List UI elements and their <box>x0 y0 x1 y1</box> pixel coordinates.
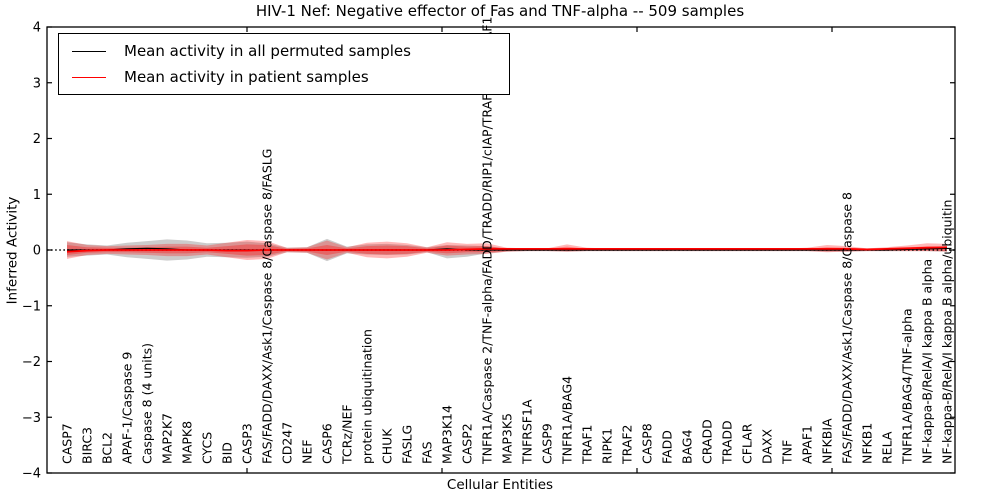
x-category-label: TRAF2 <box>620 424 635 465</box>
legend-label-patient: Mean activity in patient samples <box>124 68 369 86</box>
x-category-label: CASP2 <box>460 423 475 464</box>
x-category-label: BAG4 <box>680 429 695 464</box>
x-category-label: BIRC3 <box>80 427 95 464</box>
x-category-label: CFLAR <box>740 423 755 464</box>
x-category-label: CASP9 <box>540 423 555 464</box>
x-category-label: protein ubiquitination <box>360 329 375 464</box>
chart-title: HIV-1 Nef: Negative effector of Fas and … <box>255 2 745 20</box>
legend: Mean activity in all permuted samples Me… <box>58 33 510 95</box>
x-category-label: CYCS <box>200 432 215 464</box>
y-tick-label: −1 <box>22 299 41 314</box>
y-tick-label: 1 <box>33 188 41 203</box>
x-category-label: TNFR1A/BAG4 <box>560 376 575 465</box>
x-category-label: FASLG <box>400 425 415 464</box>
x-category-label: MAP3K14 <box>440 405 455 464</box>
x-category-label: NFKB1 <box>860 423 875 464</box>
x-category-label: BID <box>220 442 235 464</box>
legend-item-permuted: Mean activity in all permuted samples <box>72 42 509 60</box>
x-category-label: DAXX <box>760 428 775 464</box>
permuted-line-swatch <box>72 50 106 52</box>
x-category-label: CASP8 <box>640 423 655 464</box>
x-category-label: CD247 <box>280 422 295 464</box>
y-tick-label: 4 <box>33 21 41 36</box>
x-category-label: TRAF1 <box>580 424 595 465</box>
y-tick-label: −2 <box>22 355 41 370</box>
x-category-label: TNFR1A/Caspase 2/TNF-alpha/FADD/TRADD/RI… <box>480 17 495 465</box>
x-category-label: FAS <box>420 441 435 464</box>
x-category-label: CRADD <box>700 419 715 464</box>
x-category-label: NFKBIA <box>820 418 835 464</box>
x-category-label: MAPK8 <box>180 421 195 464</box>
x-category-label: NF-kappa-B/RelA/I kappa B alpha <box>920 259 935 464</box>
y-tick-label: −4 <box>22 467 41 482</box>
patient-line-swatch <box>72 76 106 78</box>
patient-mean-line <box>66 246 948 253</box>
x-axis-label: Cellular Entities <box>446 477 554 493</box>
x-category-label: MAP2K7 <box>160 413 175 464</box>
y-tick-label: −3 <box>22 411 41 426</box>
x-category-label: TNF <box>780 440 795 465</box>
y-tick-label: 0 <box>33 244 41 259</box>
x-category-label: FADD <box>660 430 675 464</box>
x-category-label: TCRz/NEF <box>340 404 355 465</box>
x-category-label: Caspase 8 (4 units) <box>140 343 155 464</box>
x-category-label: TNFRSF1A <box>520 399 535 465</box>
x-category-label: CASP7 <box>60 423 75 464</box>
x-category-label: CASP6 <box>320 423 335 464</box>
x-category-label: TNFR1A/BAG4/TNF-alpha <box>900 308 915 465</box>
legend-label-permuted: Mean activity in all permuted samples <box>124 42 411 60</box>
x-category-label: APAF-1/Caspase 9 <box>120 352 135 464</box>
x-category-label: CHUK <box>380 428 395 464</box>
x-category-label: BCL2 <box>100 432 115 464</box>
x-category-label: NEF <box>300 440 315 464</box>
x-category-label: RIPK1 <box>600 428 615 464</box>
x-category-label: CASP3 <box>240 423 255 464</box>
x-category-label: MAP3K5 <box>500 413 515 464</box>
x-category-label: RELA <box>880 431 895 464</box>
x-category-label: TRADD <box>720 420 735 465</box>
y-tick-label: 2 <box>33 132 41 147</box>
x-category-label: FAS/FADD/DAXX/Ask1/Caspase 8/Caspase 8 <box>840 192 855 464</box>
y-tick-label: 3 <box>33 76 41 91</box>
x-category-label: FAS/FADD/DAXX/Ask1/Caspase 8/Caspase 8/F… <box>260 149 275 464</box>
x-category-label: NF-kappa-B/RelA/I kappa B alpha/ubiquiti… <box>940 200 955 464</box>
x-category-label: APAF1 <box>800 425 815 464</box>
legend-item-patient: Mean activity in patient samples <box>72 68 509 86</box>
